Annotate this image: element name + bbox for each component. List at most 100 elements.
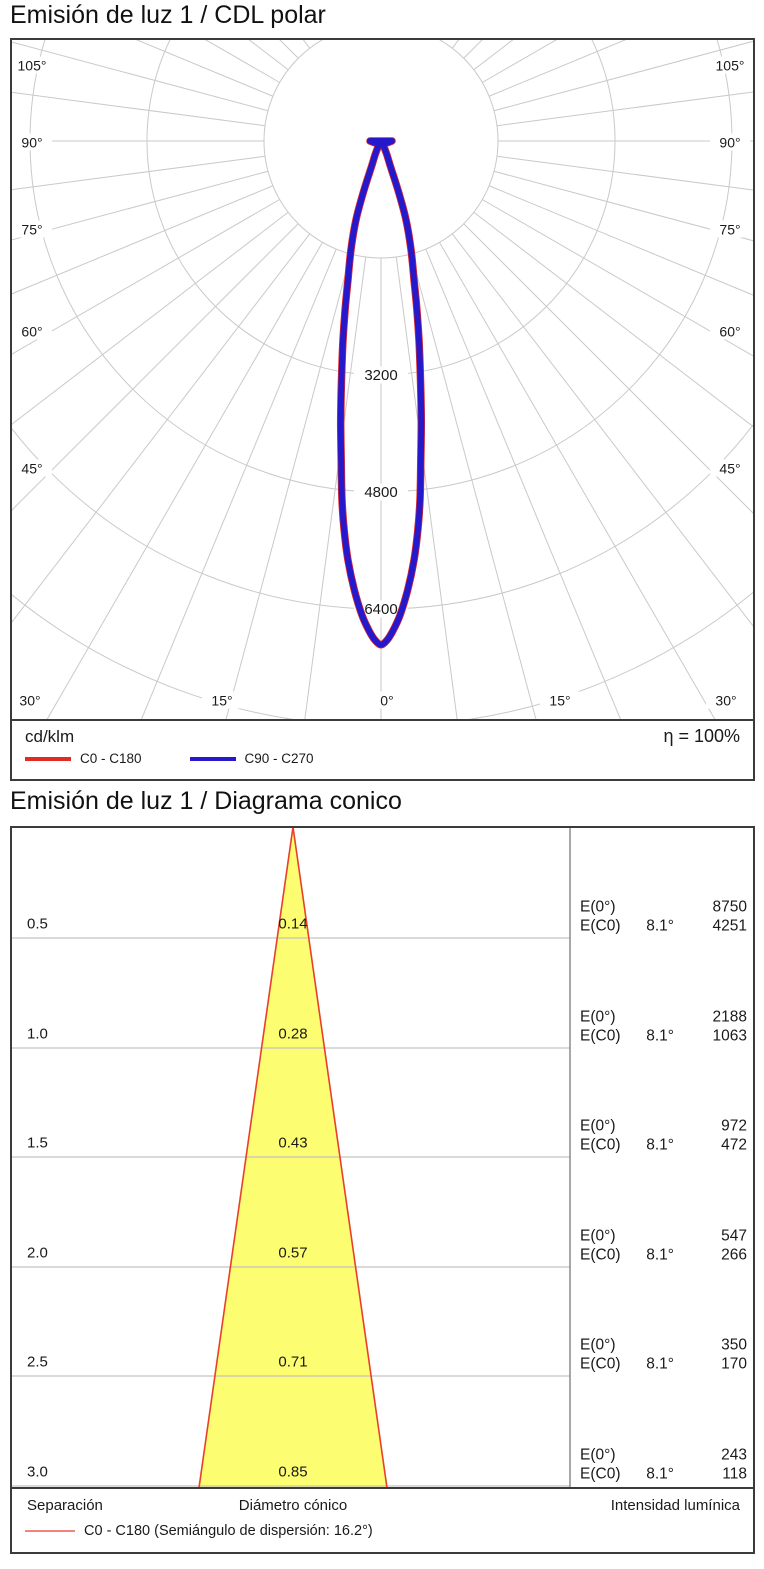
polar-grid-spoke [12, 91, 266, 127]
separation-column-label: Separación [27, 1497, 103, 1514]
ec0-label: E(C0) [580, 1247, 620, 1264]
e0-label: E(0°) [580, 1447, 615, 1464]
label-background [12, 459, 52, 477]
ec0-value: 1063 [713, 1028, 747, 1045]
separation-value: 3.0 [27, 1464, 48, 1481]
label-background [12, 220, 52, 238]
polar-angle-label: 75° [21, 222, 42, 238]
polar-grid-spoke [12, 155, 266, 191]
polar-grid-spoke [451, 233, 753, 627]
e0-value: 972 [721, 1118, 747, 1135]
e0-label: E(0°) [580, 1118, 615, 1135]
polar-unit-label: cd/klm [25, 727, 75, 746]
cone-beam-edge [198, 828, 294, 1487]
polar-grid-spoke [482, 199, 753, 357]
label-background [710, 133, 750, 151]
polar-grid-spoke [395, 256, 458, 719]
e0-label: E(0°) [580, 899, 615, 916]
label-background [12, 322, 52, 340]
label-background [710, 220, 750, 238]
label-background [710, 459, 750, 477]
label-background [354, 366, 408, 384]
polar-angle-label: 90° [21, 135, 42, 151]
ec0-angle: 8.1° [646, 1466, 674, 1483]
diameter-column-label: Diámetro cónico [238, 1497, 348, 1514]
ec0-angle: 8.1° [646, 1137, 674, 1154]
label-background [202, 691, 242, 709]
ec0-value: 4251 [713, 918, 747, 935]
label-background [12, 691, 50, 709]
polar-grid-spoke [279, 40, 299, 59]
ec0-angle: 8.1° [646, 1247, 674, 1264]
polar-grid-spoke [12, 223, 299, 511]
ec0-angle: 8.1° [646, 918, 674, 935]
polar-grid-spoke [141, 248, 337, 719]
diameter-value: 0.14 [278, 916, 307, 933]
separation-value: 1.5 [27, 1135, 48, 1152]
polar-grid-spoke [463, 223, 753, 514]
polar-grid-spoke [12, 199, 280, 355]
ec0-value: 118 [722, 1466, 747, 1483]
polar-angle-label: 30° [715, 693, 736, 709]
cone-chart-title: Emisión de luz 1 / Diagrama conico [10, 787, 402, 815]
polar-grid-spoke [493, 40, 753, 112]
polar-angle-label: 105° [716, 58, 745, 74]
cone-legend: C0 - C180 (Semiángulo de dispersión: 16.… [25, 1523, 373, 1539]
label-background [540, 691, 580, 709]
e0-label: E(0°) [580, 1228, 615, 1245]
polar-grid-spoke [12, 233, 311, 623]
polar-grid-spoke [496, 155, 753, 191]
polar-angle-label: 90° [719, 135, 740, 151]
polar-angle-label: 45° [719, 461, 740, 477]
polar-grid-spoke [410, 253, 537, 719]
polar-grid-spoke [473, 211, 753, 428]
intensity-column-label: Intensidad lumínica [610, 1497, 740, 1514]
label-background [710, 56, 750, 74]
diameter-value: 0.57 [278, 1245, 307, 1262]
polar-grid-spoke [46, 242, 323, 719]
c0-c180-legend-label: C0 - C180 [80, 751, 142, 766]
polar-angle-label: 60° [21, 324, 42, 340]
efficiency-label: η = 100% [663, 726, 740, 746]
polar-grid-spoke [488, 185, 753, 296]
label-background [706, 691, 746, 709]
e0-label: E(0°) [580, 1009, 615, 1026]
polar-angle-label: 45° [21, 461, 42, 477]
e0-value: 547 [721, 1228, 747, 1245]
polar-angle-label: 75° [719, 222, 740, 238]
label-background [12, 56, 52, 74]
polar-grid-spoke [12, 185, 274, 295]
cone-beam-edge [292, 828, 388, 1487]
polar-ring-value: 6400 [364, 601, 397, 618]
polar-angle-label: 60° [719, 324, 740, 340]
c90-c270-legend-label: C90 - C270 [244, 751, 314, 766]
polar-grid-spoke [304, 256, 367, 719]
e0-value: 243 [721, 1447, 747, 1464]
polar-grid-spoke [425, 248, 621, 719]
polar-grid-spoke [496, 91, 753, 127]
separation-value: 2.5 [27, 1354, 48, 1371]
ec0-value: 266 [721, 1247, 747, 1264]
polar-grid-spoke [439, 242, 716, 719]
polar-grid-spoke [135, 40, 274, 97]
e0-value: 2188 [713, 1009, 747, 1026]
polar-grid-spoke [451, 40, 460, 49]
label-background [710, 322, 750, 340]
polar-chart-panel: 105° 105° 90° 90° 75° 75° 60° 60° 45° 45° 30° 15° 0°… [10, 38, 755, 781]
polar-grid-spoke [463, 40, 483, 59]
ec0-value: 472 [721, 1137, 747, 1154]
polar-grid-spoke [248, 40, 289, 71]
cone-legend-label: C0 - C180 (Semiángulo de dispersión: 16.… [84, 1523, 373, 1539]
cone-footer: Separación Diámetro cónico Intensidad lu… [12, 1487, 753, 1550]
polar-angle-label: 30° [19, 693, 40, 709]
diameter-value: 0.71 [278, 1354, 307, 1371]
ec0-label: E(C0) [580, 1028, 620, 1045]
polar-grid-spoke [493, 170, 753, 242]
c90-c270-swatch [189, 756, 236, 761]
polar-chart-title: Emisión de luz 1 / CDL polar [10, 1, 326, 29]
polar-legend: cd/klm η = 100% C0 - C180 C90 - C270 [12, 719, 753, 779]
label-background [354, 600, 408, 618]
polar-ring-value: 4800 [364, 484, 397, 501]
separation-value: 1.0 [27, 1026, 48, 1043]
polar-angle-label: 15° [549, 693, 570, 709]
